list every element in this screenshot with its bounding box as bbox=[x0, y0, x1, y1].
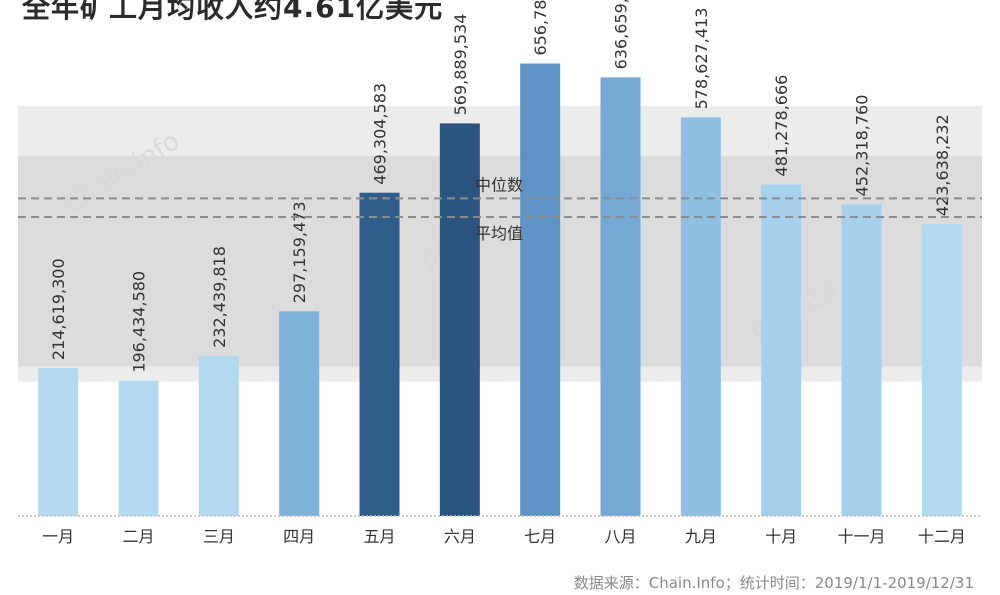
x-tick-label: 七月 bbox=[524, 527, 556, 546]
bar bbox=[600, 77, 641, 516]
bar bbox=[680, 117, 721, 516]
bar bbox=[761, 184, 802, 517]
bar bbox=[359, 192, 400, 516]
x-tick-label: 三月 bbox=[203, 527, 235, 546]
x-tick-label: 八月 bbox=[604, 527, 636, 546]
bar-chart: Chain.info PAData PAData 214,619,300196,… bbox=[18, 0, 982, 546]
bar-value-label: 452,318,760 bbox=[853, 95, 872, 197]
chart-title: 全年矿工月均收入约4.61亿美元 bbox=[22, 0, 444, 24]
bar-value-label: 578,627,413 bbox=[692, 8, 711, 110]
reference-line-label: 平均值 bbox=[475, 224, 523, 243]
bar bbox=[439, 123, 480, 517]
bar-value-label: 481,278,666 bbox=[772, 75, 791, 177]
x-axis: 一月 二月 三月 四月 五月 六月 七月 八月 九月 十月 十一月 十二月 bbox=[18, 515, 982, 546]
x-tick-label: 四月 bbox=[283, 527, 315, 546]
bar-value-label: 656,785,147 bbox=[531, 0, 550, 56]
bar bbox=[520, 63, 561, 517]
x-tick-label: 五月 bbox=[363, 527, 395, 546]
bar-value-label: 469,304,583 bbox=[371, 83, 390, 185]
source-note: 数据来源：Chain.Info；统计时间：2019/1/1-2019/12/31 bbox=[573, 574, 974, 592]
x-tick-label: 二月 bbox=[122, 527, 154, 546]
bar-value-label: 196,434,580 bbox=[130, 271, 149, 373]
x-tick-label: 九月 bbox=[685, 527, 717, 546]
band-inner bbox=[18, 155, 982, 367]
bar bbox=[921, 224, 962, 516]
x-tick-label: 一月 bbox=[42, 527, 74, 546]
bar bbox=[841, 204, 882, 516]
bar-value-label: 423,638,232 bbox=[933, 114, 952, 216]
x-tick-label: 十月 bbox=[765, 527, 797, 546]
x-tick-label: 十二月 bbox=[918, 527, 966, 546]
bar-value-label: 232,439,818 bbox=[210, 246, 229, 348]
x-tick-label: 十一月 bbox=[837, 527, 885, 546]
x-tick-label: 六月 bbox=[444, 527, 476, 546]
bar-value-label: 297,159,473 bbox=[290, 201, 309, 303]
bar bbox=[198, 355, 239, 516]
bars-layer: 214,619,300 196,434,580 232,439,818 297,159… bbox=[38, 0, 962, 517]
bar bbox=[38, 368, 79, 516]
reference-line-label: 中位数 bbox=[475, 175, 523, 194]
bar bbox=[118, 380, 159, 516]
bar-value-label: 214,619,300 bbox=[49, 258, 68, 360]
bar-value-label: 569,889,534 bbox=[451, 14, 470, 116]
bar bbox=[279, 311, 320, 516]
band-layer bbox=[18, 106, 982, 382]
bar-value-label: 636,659,766 bbox=[612, 0, 631, 69]
